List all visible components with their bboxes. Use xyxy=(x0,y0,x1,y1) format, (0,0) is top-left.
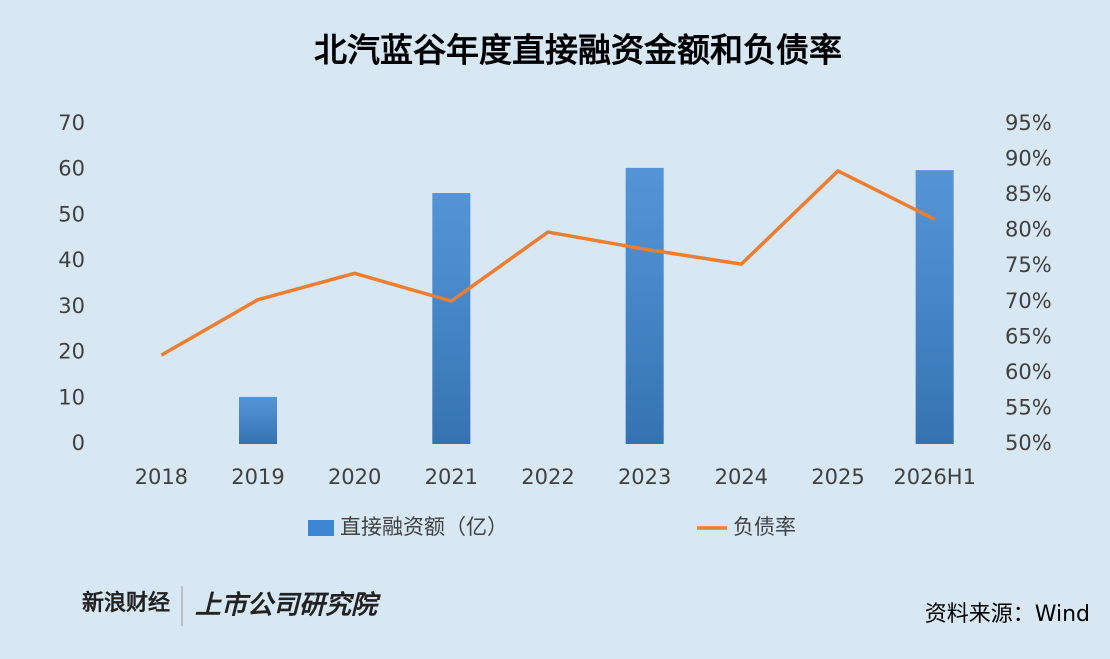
y2-tick-label: 75% xyxy=(1005,253,1052,277)
x-tick-label: 2021 xyxy=(425,465,478,489)
footer-brand: 新浪财经 xyxy=(82,590,170,616)
source-note: 资料来源：Wind xyxy=(925,602,1090,627)
bar-shade xyxy=(432,193,471,444)
y2-tick-label: 80% xyxy=(1005,218,1052,242)
bar-shade xyxy=(915,170,954,444)
bar-shade xyxy=(625,167,664,444)
legend-swatch xyxy=(308,520,334,536)
y-tick-label: 60 xyxy=(58,157,85,181)
y-tick-label: 50 xyxy=(58,202,85,226)
x-tick-label: 2019 xyxy=(231,465,284,489)
y2-tick-label: 55% xyxy=(1005,395,1052,419)
y-tick-label: 10 xyxy=(58,385,85,409)
footer-institute: 上市公司研究院 xyxy=(195,591,381,621)
x-tick-label: 2020 xyxy=(328,465,381,489)
legend-label: 负债率 xyxy=(733,515,796,539)
x-tick-label: 2026H1 xyxy=(893,465,976,489)
y-tick-label: 30 xyxy=(58,294,85,318)
y2-tick-label: 70% xyxy=(1005,289,1052,313)
y2-tick-label: 85% xyxy=(1005,182,1052,206)
legend-label: 直接融资额（亿） xyxy=(340,515,508,539)
y2-tick-label: 50% xyxy=(1005,431,1052,455)
x-tick-label: 2018 xyxy=(135,465,188,489)
y-tick-label: 20 xyxy=(58,340,85,364)
line xyxy=(160,169,936,357)
y2-tick-label: 95% xyxy=(1005,111,1052,135)
x-tick-label: 2023 xyxy=(618,465,671,489)
x-tick-label: 2022 xyxy=(521,465,574,489)
y-tick-label: 0 xyxy=(72,431,85,455)
bar-shade xyxy=(239,396,277,444)
chart-title: 北汽蓝谷年度直接融资金额和负债率 xyxy=(314,31,842,70)
y-tick-label: 70 xyxy=(58,111,85,135)
x-tick-label: 2024 xyxy=(715,465,768,489)
y2-tick-label: 60% xyxy=(1005,360,1052,384)
y2-tick-label: 90% xyxy=(1005,147,1052,171)
y2-tick-label: 65% xyxy=(1005,324,1052,348)
y-tick-label: 40 xyxy=(58,248,85,272)
x-tick-label: 2025 xyxy=(811,465,864,489)
